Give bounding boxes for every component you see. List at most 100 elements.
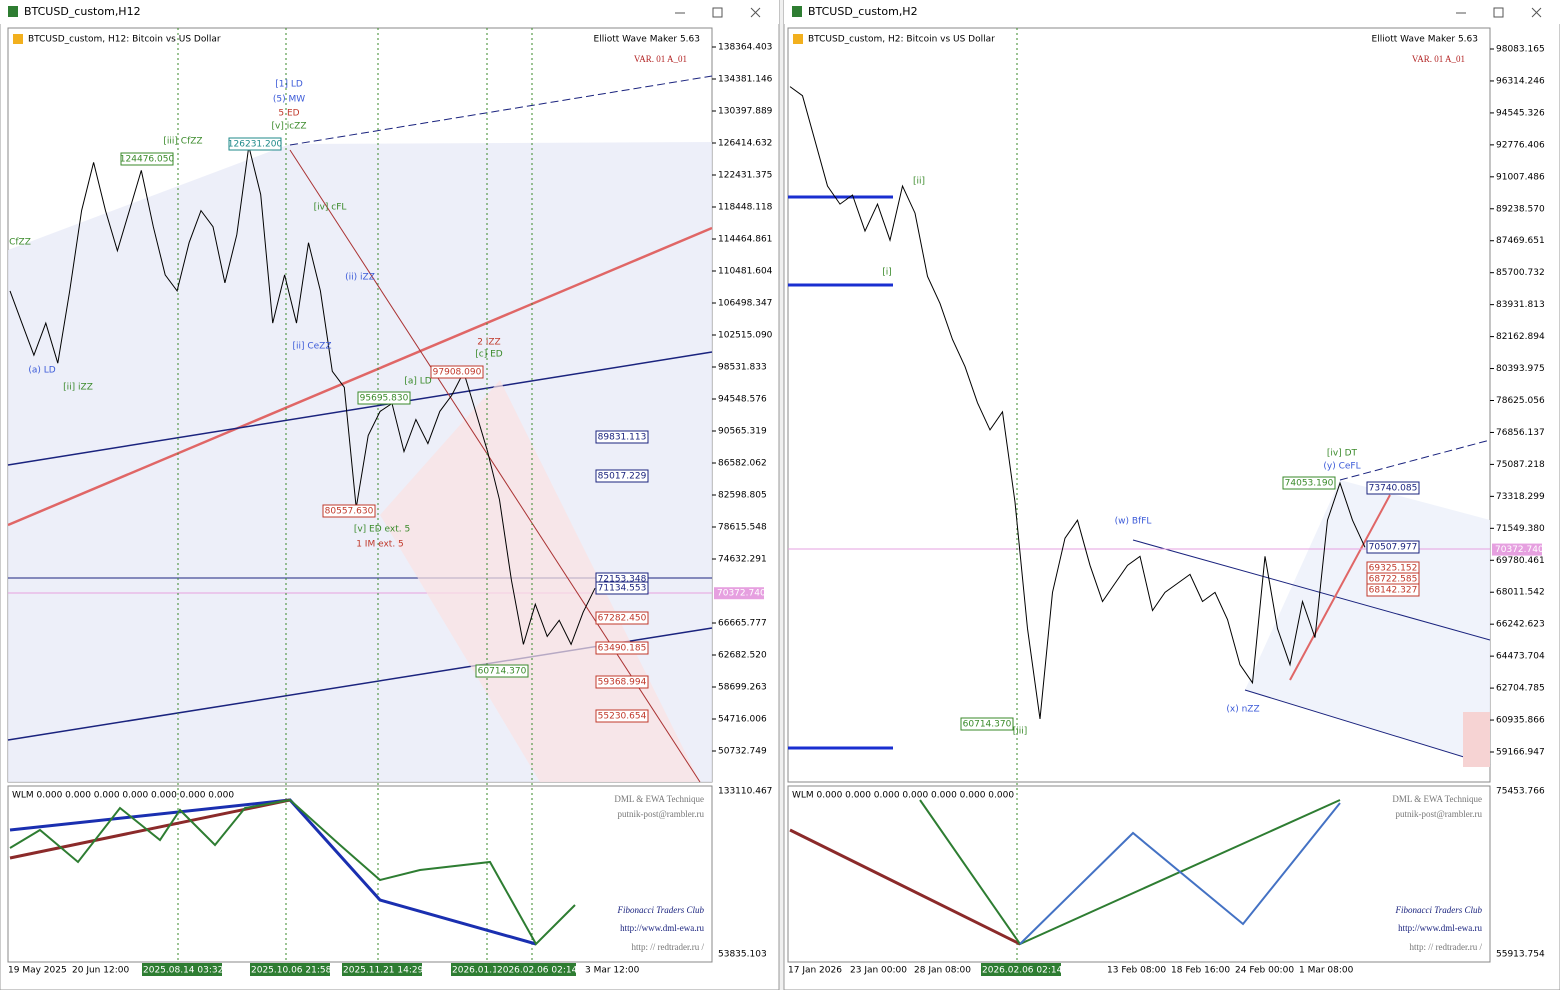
indicator-label: WLM 0.000 0.000 0.000 0.000 0.000 0.000 … bbox=[792, 791, 1014, 801]
wave-label: [ii] iZZ bbox=[63, 383, 93, 393]
close-button[interactable] bbox=[1531, 7, 1542, 18]
price-box-label: 73740.085 bbox=[1369, 484, 1418, 494]
time-label: 3 Mar 12:00 bbox=[585, 966, 640, 976]
time-label: 18 Feb 16:00 bbox=[1171, 966, 1230, 976]
price-label: 64473.704 bbox=[1496, 652, 1545, 662]
current-price: 70372.740 bbox=[1495, 545, 1544, 555]
price-label: 82598.805 bbox=[718, 491, 767, 501]
wave-label: [iii] CfZZ bbox=[163, 137, 202, 147]
price-label: 94548.576 bbox=[718, 395, 767, 405]
close-button[interactable] bbox=[750, 7, 761, 18]
price-box-label: 74053.190 bbox=[1285, 479, 1334, 489]
price-box bbox=[322, 504, 376, 518]
wave-label: (w) BfFL bbox=[1115, 517, 1152, 527]
price-box bbox=[357, 391, 411, 405]
credit-text: putnik-post@rambler.ru bbox=[1395, 809, 1482, 819]
credit-text: Fibonacci Traders Club bbox=[616, 905, 704, 915]
price-label: 86582.062 bbox=[718, 459, 767, 469]
indicator-axis-label: 55913.754 bbox=[1496, 950, 1545, 960]
price-box bbox=[1366, 583, 1420, 597]
price-box-label: 60714.370 bbox=[478, 667, 527, 677]
price-label: 91007.486 bbox=[1496, 172, 1545, 182]
price-box-label: 60714.370 bbox=[963, 720, 1012, 730]
price-box bbox=[1366, 540, 1420, 554]
time-label: 1 Mar 08:00 bbox=[1299, 966, 1354, 976]
price-box bbox=[960, 717, 1014, 731]
maximize-button[interactable] bbox=[1493, 7, 1504, 18]
time-label: 2025.10.06 21:58 bbox=[251, 966, 332, 976]
credit-text: http://www.dml-ewa.ru bbox=[620, 923, 704, 933]
price-box-label: 80557.630 bbox=[325, 507, 374, 517]
variant-label: VAR. 01 A_01 bbox=[634, 54, 687, 64]
price-label: 106498.347 bbox=[718, 299, 772, 309]
indicator-axis-label: 75453.766 bbox=[1496, 787, 1545, 797]
trend-line bbox=[7, 226, 713, 527]
price-label: 94545.326 bbox=[1496, 108, 1545, 118]
time-label: 2025.11.21 14:29 bbox=[343, 966, 424, 976]
symbol-icon bbox=[13, 34, 23, 44]
app-icon bbox=[792, 6, 802, 17]
time-label: 24 Feb 00:00 bbox=[1235, 966, 1294, 976]
indicator-area bbox=[787, 785, 1491, 963]
price-label: 58699.263 bbox=[718, 683, 767, 693]
wave-label: 1 IM ext. 5 bbox=[356, 540, 404, 550]
price-label: 76856.137 bbox=[1496, 428, 1545, 438]
price-line bbox=[9, 146, 596, 646]
price-box bbox=[475, 664, 529, 678]
price-box-label: 70507.977 bbox=[1369, 543, 1418, 553]
price-box bbox=[595, 709, 649, 723]
wave-label: (a) LD bbox=[28, 366, 55, 376]
price-label: 54716.006 bbox=[718, 715, 767, 725]
price-label: 75087.218 bbox=[1496, 460, 1545, 470]
wave-label: 2 iZZ bbox=[477, 338, 500, 348]
time-label: 23 Jan 00:00 bbox=[850, 966, 907, 976]
wave-label: (x) nZZ bbox=[1226, 705, 1259, 715]
chart-header: BTCUSD_custom, H12: Bitcoin vs US Dollar bbox=[28, 35, 221, 45]
indicator-name: Elliott Wave Maker 5.63 bbox=[1372, 35, 1478, 45]
price-label: 62704.785 bbox=[1496, 684, 1545, 694]
time-label: 19 May 2025 bbox=[8, 966, 67, 976]
title-bar bbox=[0, 0, 779, 24]
price-box bbox=[228, 137, 282, 151]
time-label: 17 Jan 2026 bbox=[788, 966, 842, 976]
window-title: BTCUSD_custom,H12 bbox=[24, 5, 141, 18]
time-highlight bbox=[142, 963, 222, 976]
wave-line bbox=[9, 798, 576, 946]
price-label: 62682.520 bbox=[718, 651, 767, 661]
wave-label: [i] bbox=[882, 268, 892, 278]
price-box bbox=[595, 581, 649, 595]
price-label: 87469.651 bbox=[1496, 236, 1545, 246]
price-box-label: 95695.830 bbox=[360, 394, 409, 404]
price-label: 69780.461 bbox=[1496, 556, 1545, 566]
indicator-label: WLM 0.000 0.000 0.000 0.000 0.000 0.000 … bbox=[12, 791, 234, 801]
indicator-name: Elliott Wave Maker 5.63 bbox=[594, 35, 700, 45]
price-label: 118448.118 bbox=[718, 203, 773, 213]
price-label: 92776.406 bbox=[1496, 140, 1545, 150]
wave-label: [c] ED bbox=[475, 350, 503, 360]
price-box-label: 59368.994 bbox=[598, 678, 647, 688]
price-box-label: 63490.185 bbox=[598, 644, 647, 654]
app-icon bbox=[8, 6, 18, 17]
price-box-label: 71134.553 bbox=[598, 584, 647, 594]
price-label: 110481.604 bbox=[718, 267, 773, 277]
trend-line bbox=[1289, 494, 1391, 681]
title-bar bbox=[784, 0, 1560, 24]
current-price-box bbox=[1492, 543, 1542, 556]
time-label: 13 Feb 08:00 bbox=[1107, 966, 1166, 976]
maximize-button[interactable] bbox=[712, 7, 723, 18]
wave-line bbox=[1019, 802, 1341, 945]
time-label: 2026.01.1 bbox=[452, 966, 498, 976]
time-highlight bbox=[981, 963, 1061, 976]
credit-text: http://www.dml-ewa.ru bbox=[1398, 923, 1482, 933]
indicator-axis-label: 53835.103 bbox=[718, 950, 767, 960]
chart-header: BTCUSD_custom, H2: Bitcoin vs US Dollar bbox=[808, 35, 995, 45]
price-label: 73318.299 bbox=[1496, 492, 1545, 502]
wave-label: [iii] bbox=[1013, 727, 1028, 737]
wave-label: [1] LD bbox=[275, 80, 303, 90]
price-box-label: 85017.229 bbox=[598, 472, 647, 482]
credit-text: DML & EWA Technique bbox=[1392, 794, 1482, 804]
time-label: 2026.02.06 02:14 bbox=[497, 966, 578, 976]
price-box bbox=[1282, 476, 1336, 490]
wave-line bbox=[9, 798, 537, 946]
